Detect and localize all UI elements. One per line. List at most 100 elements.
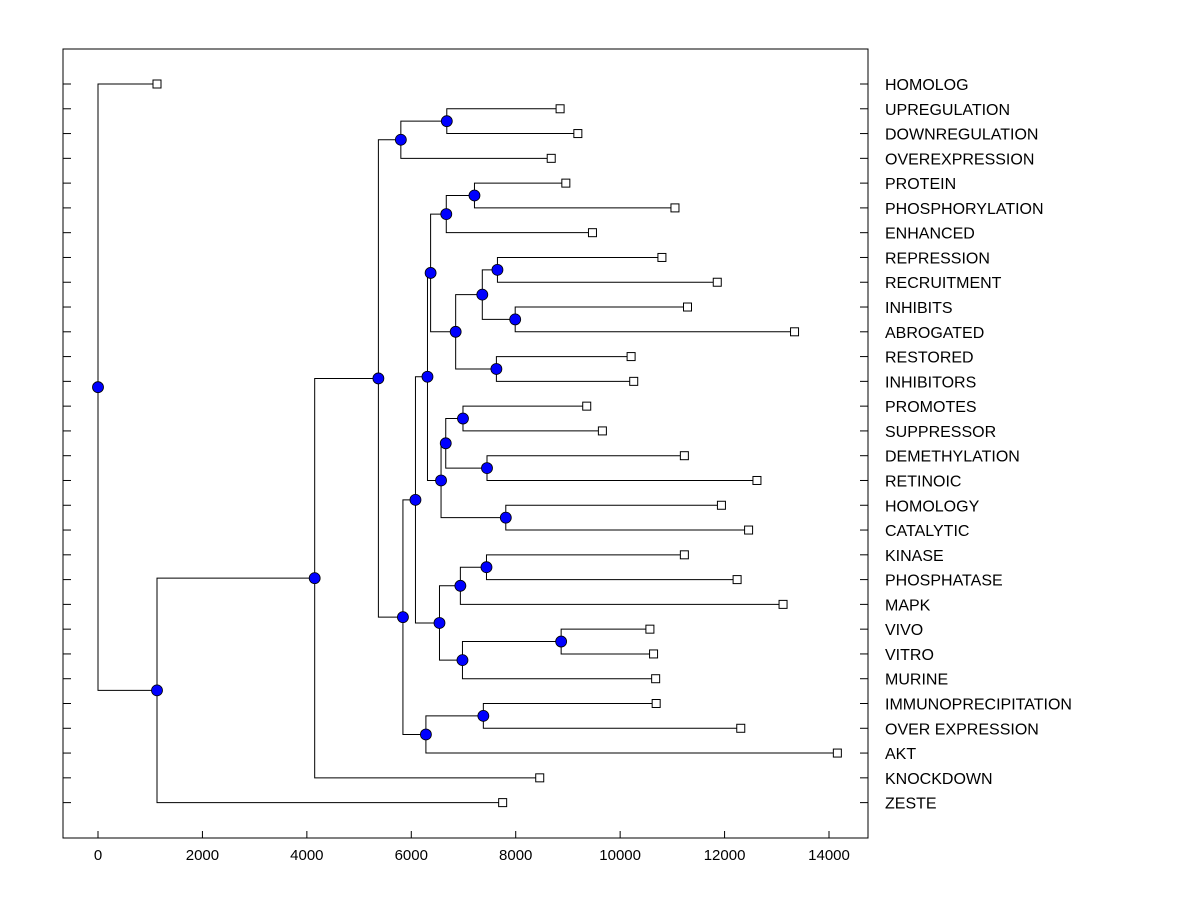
merge-node-marker — [477, 709, 490, 722]
y-axis-ticks — [63, 83, 868, 804]
merge-nodes — [92, 115, 568, 741]
dendrogram-link — [485, 554, 738, 581]
leaf-label: ABROGATED — [885, 325, 984, 342]
merge-node-marker — [449, 325, 462, 338]
merge-node-marker — [421, 370, 434, 383]
leaf-label: DOWNREGULATION — [885, 127, 1038, 144]
leaf-marker — [736, 723, 746, 733]
dendrogram-link — [505, 504, 749, 531]
merge-node-marker — [439, 437, 452, 450]
leaf-marker — [744, 525, 754, 535]
leaf-label: UPREGULATION — [885, 102, 1010, 119]
merge-node-marker — [454, 579, 467, 592]
merge-node-marker — [499, 511, 512, 524]
leaf-label: PHOSPHATASE — [885, 573, 1003, 590]
dendrogram-link — [482, 703, 741, 729]
leaf-label: MURINE — [885, 672, 948, 689]
leaf-label: KINASE — [885, 548, 944, 565]
leaf-label: VITRO — [885, 647, 934, 664]
leaf-marker — [561, 178, 571, 188]
leaf-marker — [587, 228, 597, 238]
dendrogram-link — [445, 418, 487, 469]
leaf-marker — [651, 674, 661, 684]
merge-node-marker — [457, 412, 469, 425]
merge-node-marker — [394, 133, 407, 146]
dendrogram-link — [400, 120, 552, 159]
merge-node-marker — [491, 263, 504, 276]
x-tick-label: 10000 — [599, 847, 641, 864]
leaf-marker — [657, 252, 667, 262]
leaf-label: PHOSPHORYLATION — [885, 201, 1044, 218]
leaf-marker — [597, 426, 607, 436]
leaf-marker — [626, 352, 636, 362]
merge-node-marker — [151, 684, 163, 697]
dendrogram-link — [462, 405, 603, 432]
merge-node-marker — [372, 372, 385, 385]
leaf-label: VIVO — [885, 622, 923, 639]
leaf-marker — [679, 451, 689, 461]
dendrogram-link — [495, 356, 634, 382]
leaf-marker — [582, 401, 592, 411]
leaf-label: RESTORED — [885, 350, 974, 367]
leaf-marker — [670, 203, 680, 213]
leaf-marker — [716, 500, 726, 510]
x-axis: 0 2000 4000 6000 8000 10000 12000 14000 — [94, 831, 850, 864]
leaf-marker — [546, 153, 556, 163]
dendrogram-link — [459, 566, 784, 605]
dendrogram-link — [461, 641, 656, 680]
leaf-label: IMMUNOPRECIPITATION — [885, 697, 1072, 714]
leaf-label: PROTEIN — [885, 176, 956, 193]
merge-node-marker — [468, 189, 481, 202]
leaf-label: RECRUITMENT — [885, 275, 1002, 292]
merge-node-marker — [481, 462, 493, 474]
leaf-label: OVEREXPRESSION — [885, 151, 1034, 168]
leaf-marker — [573, 129, 583, 139]
x-tick-label: 4000 — [290, 847, 323, 864]
leaf-label: KNOCKDOWN — [885, 771, 993, 788]
merge-node-marker — [509, 313, 522, 326]
leaf-marker — [732, 575, 742, 585]
dendrogram-link — [486, 455, 757, 481]
leaf-label: INHIBITS — [885, 300, 953, 317]
merge-node-marker — [435, 474, 447, 487]
leaf-marker — [629, 376, 639, 386]
leaf-label: RETINOIC — [885, 473, 961, 490]
x-tick-label: 12000 — [704, 847, 746, 864]
merge-node-marker — [490, 363, 503, 375]
leaf-markers — [152, 79, 842, 808]
merge-node-marker — [480, 561, 493, 574]
merge-node-marker — [440, 115, 453, 128]
leaf-label: INHIBITORS — [885, 374, 976, 391]
merge-node-marker — [397, 611, 409, 624]
merge-node-marker — [440, 208, 453, 220]
x-tick-label: 2000 — [186, 847, 219, 864]
merge-node-marker — [308, 572, 321, 585]
leaf-marker — [832, 748, 842, 758]
leaf-marker — [645, 624, 655, 634]
dendrogram-link — [156, 577, 503, 804]
x-tick-label: 14000 — [808, 847, 850, 864]
leaf-label: DEMETHYLATION — [885, 449, 1020, 466]
leaf-label: HOMOLOGY — [885, 498, 980, 515]
leaf-marker — [152, 79, 162, 89]
leaf-marker — [712, 277, 722, 287]
dendrogram-link — [473, 182, 675, 209]
leaf-label: REPRESSION — [885, 250, 990, 267]
merge-node-marker — [420, 728, 432, 741]
plot-frame — [62, 48, 869, 839]
leaf-marker — [535, 773, 545, 783]
leaf-marker — [778, 599, 788, 609]
leaf-label: ENHANCED — [885, 226, 975, 243]
leaf-label: OVER EXPRESSION — [885, 721, 1039, 738]
leaf-label: SUPPRESSOR — [885, 424, 996, 441]
leaf-marker — [651, 699, 661, 708]
dendrogram-link — [97, 83, 158, 691]
merge-node-marker — [456, 654, 469, 667]
dendrogram-link — [514, 306, 795, 333]
leaf-marker — [752, 475, 762, 485]
merge-node-marker — [424, 267, 437, 279]
merge-node-marker — [409, 493, 422, 506]
merge-node-marker — [476, 288, 489, 301]
x-tick-label: 0 — [94, 847, 102, 864]
